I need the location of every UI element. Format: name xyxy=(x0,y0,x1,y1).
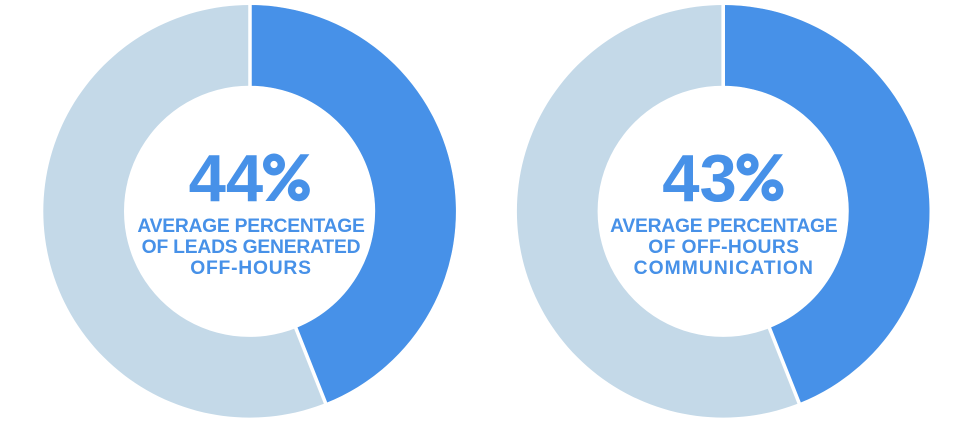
svg-text:44: 44 xyxy=(189,142,264,217)
svg-text:43: 43 xyxy=(662,142,737,217)
